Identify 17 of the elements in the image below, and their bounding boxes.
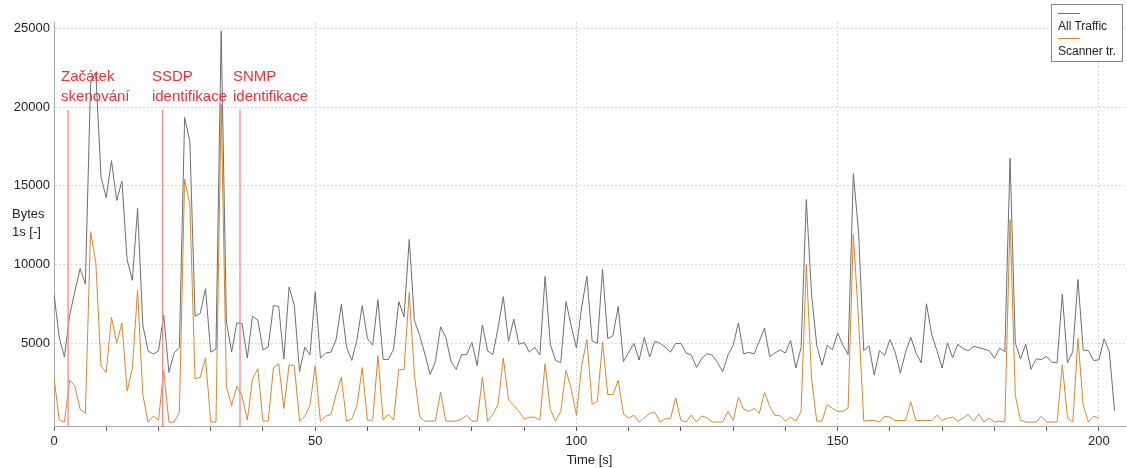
ref-line-label: SSDP identifikace [151,66,227,104]
y-tick-label: 5000 [21,334,50,350]
y-tick-label: 15000 [13,177,50,193]
x-tick-label: 50 [307,433,323,449]
x-tick-label: 200 [1088,433,1110,449]
y-tick-label: 25000 [13,19,50,35]
ref-line-label: SNMP identifikace [232,66,309,104]
x-tick-label: 150 [826,433,849,449]
x-tick-label: 0 [50,433,58,449]
y-axis-title: Bytes 1s [-] [12,205,46,239]
y-tick-label: 10000 [13,256,50,272]
x-tick-label: 100 [565,433,588,449]
legend-label: Scanner tr. [1057,44,1116,58]
ref-line-label: Začátek skenování [61,66,131,104]
legend-label: All Traffic [1057,19,1108,33]
x-axis-title: Time [s] [566,451,613,467]
y-tick-label: 20000 [13,98,50,114]
